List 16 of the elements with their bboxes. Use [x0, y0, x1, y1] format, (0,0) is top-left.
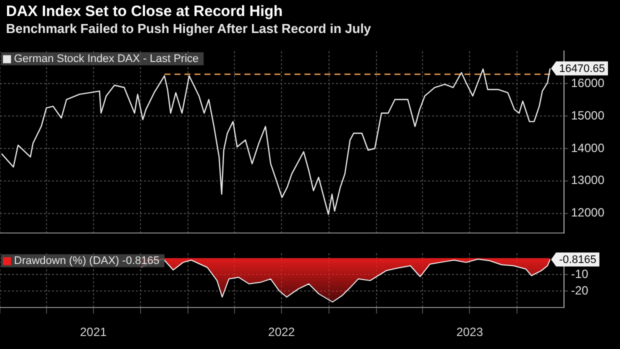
x-tick-label: 2022	[268, 325, 296, 340]
chart-title: DAX Index Set to Close at Record High	[6, 3, 284, 21]
y-tick-label: 13000	[571, 173, 605, 188]
y-tick-label: 15000	[571, 108, 605, 122]
y-tick-label: -10	[571, 266, 589, 281]
y-tick-label: -20	[571, 283, 589, 298]
data-label: -0.8165	[559, 254, 596, 266]
x-tick-label: 2023	[456, 325, 484, 340]
y-tick-label: 12000	[571, 206, 605, 220]
y-tick-label: 16000	[571, 76, 605, 90]
legend-label: German Stock Index DAX - Last Price	[14, 53, 199, 66]
data-label: 16470.65	[559, 62, 605, 75]
chart-subtitle: Benchmark Failed to Push Higher After Last Record in July	[6, 21, 372, 37]
x-tick-label: 2021	[80, 325, 107, 340]
legend-label: Drawdown (%) (DAX) -0.8165	[14, 255, 160, 268]
y-tick-label: 14000	[571, 140, 605, 155]
